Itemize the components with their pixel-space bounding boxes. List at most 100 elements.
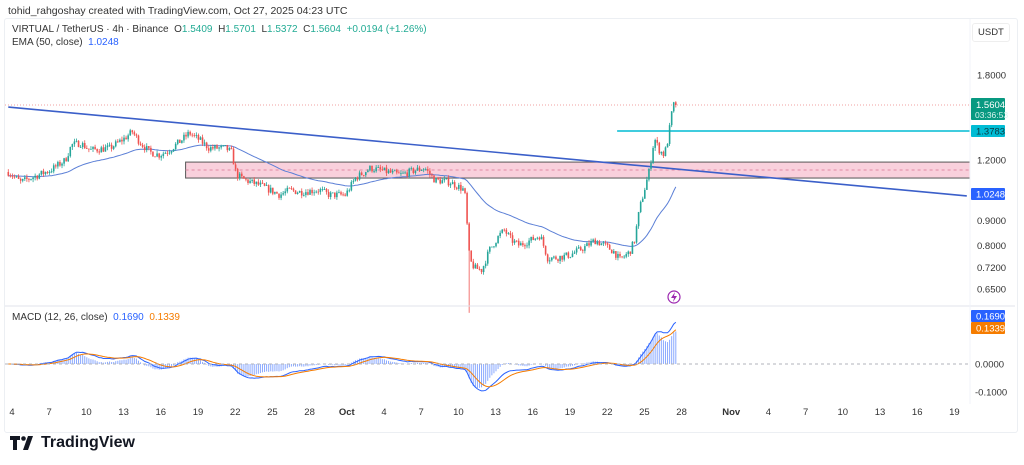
candle-body [472,261,475,269]
candle-body [224,145,227,146]
date-tick-label: 22 [602,407,613,418]
low-label: L [261,24,268,35]
currency-button[interactable]: USDT [972,23,1010,42]
candle-body [102,147,105,152]
candle-body [534,238,537,240]
candle-body [389,170,392,173]
candle-body [577,247,580,249]
candle-body [286,187,289,192]
candle-body [362,175,365,176]
candle-body [491,246,493,248]
open-label: O [174,24,182,35]
date-tick-label: 16 [528,407,539,418]
candle-body [176,139,179,144]
candle-body [296,192,299,194]
candle-body [656,139,659,143]
high-value: 1.5701 [225,24,256,35]
candle-body [646,179,648,190]
candle-body [19,178,22,181]
candle-body [110,144,113,149]
symbol-title[interactable]: VIRTUAL / TetherUS · 4h · Binance [12,24,169,35]
candle-body [249,180,251,183]
candle-body [61,163,63,166]
date-tick-label: Nov [722,407,741,418]
trendline [8,106,967,197]
candle-body [336,192,338,198]
signal-value: 0.1339 [149,312,180,323]
candle-body [123,137,125,142]
candle-body [387,170,390,174]
candle-body [369,165,371,171]
candle-body [75,140,78,142]
candle-body [346,190,349,196]
candle-body [11,175,14,177]
price-tick-label: 0.7200 [977,263,1006,274]
candle-body [517,240,520,246]
candle-body [507,233,510,235]
candle-body [26,177,28,179]
candle-body [218,147,220,149]
candle-body [385,167,388,174]
candle-body [259,182,262,185]
candle-body [367,170,369,173]
candle-body [478,268,481,270]
candle-body [557,259,559,262]
candle-body [493,246,495,248]
tradingview-logo[interactable]: TradingView [10,434,135,452]
candle-body [633,241,636,243]
candle-body [170,151,173,153]
candle-body [50,171,53,173]
date-tick-label: 4 [766,407,771,418]
candle-body [42,170,45,175]
candle-body [189,131,191,135]
candle-body [515,240,518,242]
candle-body [278,193,280,198]
candle-body [139,143,142,145]
candle-body [625,254,628,257]
candle-body [418,167,421,171]
candle-body [241,173,243,177]
candle-body [447,178,450,186]
candle-body [596,241,599,245]
level-price-label-bg [971,125,1005,138]
candle-body [610,249,613,254]
date-tick-label: 13 [118,407,129,418]
candle-body [24,177,26,179]
candle-body [52,165,55,172]
candle-body [398,172,400,174]
candle-body [639,201,642,213]
candle-body [606,243,609,245]
candle-body [69,147,72,157]
candle-body [420,170,423,171]
candle-body [637,212,640,227]
candle-body [672,102,675,112]
close-value: 1.5604 [310,24,341,35]
candle-body [71,144,74,148]
candle-body [544,245,547,255]
date-tick-label: 28 [676,407,687,418]
candle-body [309,189,311,195]
macd-value-label-bg [971,310,1005,322]
candle-body [77,140,80,148]
candle-body [381,169,384,171]
candle-body [131,130,134,133]
candle-body [662,151,665,157]
candle-body [344,194,346,196]
candle-body [210,147,212,151]
candle-body [400,173,402,175]
candle-body [524,245,526,247]
ema-line [8,144,677,247]
ema-legend[interactable]: EMA (50, close) 1.0248 [12,37,119,48]
macd-legend[interactable]: MACD (12, 26, close) 0.1690 0.1339 [12,312,180,323]
candle-body [565,252,568,255]
candle-body [112,146,115,149]
candle-body [594,239,597,245]
candle-body [251,179,253,181]
candle-body [9,175,12,177]
candle-body [443,179,446,181]
lightning-icon-glyph [671,292,677,302]
candle-body [598,241,601,246]
candle-body [158,153,160,158]
candle-body [267,185,270,193]
